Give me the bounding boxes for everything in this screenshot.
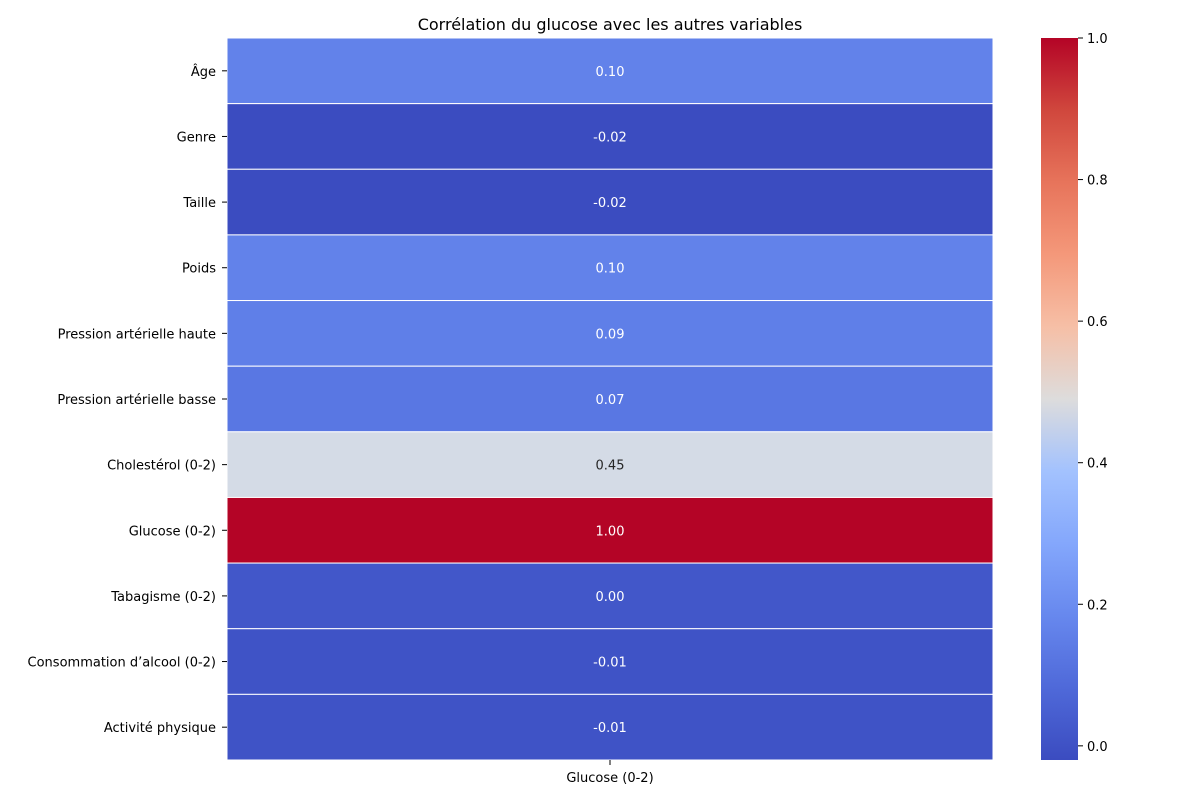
heatmap-cell — [226, 628, 994, 695]
row-label: Glucose (0-2) — [129, 524, 216, 539]
row-label: Tabagisme (0-2) — [110, 590, 216, 605]
colorbar-ticks: 0.0 0.2 0.4 0.6 0.8 1.0 — [1078, 32, 1108, 755]
heatmap-cell — [226, 300, 994, 367]
colorbar-tick-label: 0.6 — [1087, 315, 1108, 330]
cell-value-label: 0.10 — [596, 262, 625, 277]
heatmap-cell — [226, 234, 994, 302]
cell-value-label: 0.00 — [596, 590, 625, 605]
cell-value-label: 0.45 — [596, 459, 625, 474]
colorbar-tick-label: 0.2 — [1087, 598, 1108, 613]
row-label: Pression artérielle basse — [57, 393, 216, 408]
heatmap-cells: 0.10 -0.02 -0.02 0.10 0.09 0.07 0.45 1.00 0.00 -0… — [226, 37, 994, 761]
heatmap-cell — [226, 37, 994, 105]
heatmap-cell — [226, 168, 994, 236]
cell-value-label: -0.02 — [593, 130, 627, 145]
colorbar-tick-label: 0.8 — [1087, 174, 1108, 189]
row-label: Activité physique — [104, 721, 216, 736]
cell-value-label: 0.09 — [596, 327, 625, 342]
cell-value-label: -0.02 — [593, 196, 627, 211]
heatmap-cell — [226, 693, 994, 761]
cell-value-label: 0.10 — [596, 65, 625, 80]
colorbar-tick-label: 0.4 — [1087, 457, 1108, 472]
cell-value-label: -0.01 — [593, 721, 627, 736]
heatmap-cell — [226, 365, 994, 433]
row-label: Cholestérol (0-2) — [107, 459, 216, 474]
heatmap-cell — [226, 496, 994, 564]
x-axis: Glucose (0-2) — [566, 760, 654, 786]
row-labels: Âge Genre Taille Poids Pression artérielle h… — [28, 64, 227, 736]
row-label: Pression artérielle haute — [58, 327, 216, 342]
cell-value-label: 0.07 — [596, 393, 625, 408]
cell-value-label: -0.01 — [593, 656, 627, 671]
cell-value-label: 1.00 — [596, 524, 625, 539]
chart-title: Corrélation du glucose avec les autres v… — [418, 15, 803, 34]
colorbar — [1041, 38, 1078, 760]
row-label: Genre — [177, 130, 216, 145]
row-label: Consommation d’alcool (0-2) — [28, 656, 216, 671]
column-label: Glucose (0-2) — [566, 771, 653, 786]
heatmap-cell — [226, 103, 994, 170]
colorbar-tick-label: 1.0 — [1087, 32, 1108, 47]
row-label: Poids — [182, 262, 216, 277]
colorbar-tick-label: 0.0 — [1087, 740, 1108, 755]
row-label: Taille — [182, 196, 216, 211]
row-label: Âge — [191, 64, 216, 80]
